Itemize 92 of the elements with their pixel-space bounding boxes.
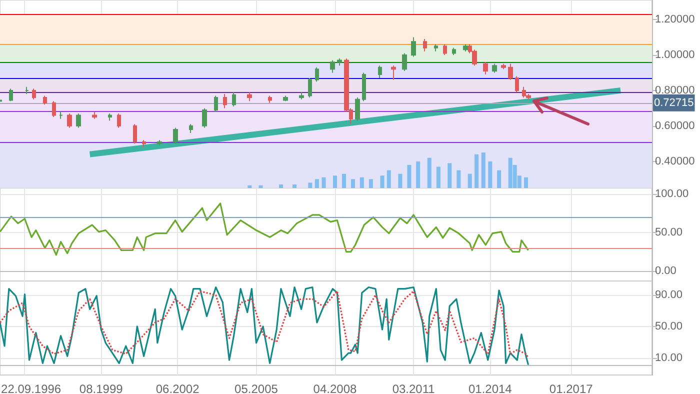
bar: [248, 185, 252, 188]
bar: [524, 177, 528, 188]
candlestick: [59, 111, 63, 120]
candlestick: [391, 65, 396, 80]
candlestick: [330, 60, 335, 74]
candlestick: [43, 95, 47, 106]
candlestick: [133, 124, 137, 144]
bar: [474, 154, 479, 188]
y-tick-label: 0.40000: [655, 155, 695, 168]
candlestick: [232, 92, 236, 107]
candlestick: [443, 44, 447, 56]
y-tick-label: 1.00000: [655, 48, 695, 61]
candlestick: [411, 36, 416, 58]
x-tick-label: 08.1999: [79, 382, 124, 394]
candlestick: [189, 124, 193, 134]
candlestick: [283, 95, 288, 102]
candlestick: [142, 140, 146, 148]
candlestick: [223, 94, 227, 109]
bar: [350, 179, 355, 188]
y-tick-label: 100.00: [655, 188, 689, 200]
candlestick: [25, 86, 29, 94]
bar: [407, 164, 412, 188]
candlestick: [337, 58, 342, 66]
bar: [342, 174, 346, 188]
candlestick: [214, 95, 218, 112]
x-tick-label: 04.2008: [313, 382, 357, 394]
y-tick-label: 0.80000: [655, 84, 695, 96]
x-tick-label: 06.2002: [156, 382, 200, 394]
bar: [380, 176, 384, 188]
candlestick: [402, 52, 407, 72]
bar: [258, 185, 263, 188]
candlestick: [362, 72, 366, 102]
y-tick-label: 0.60000: [655, 120, 695, 132]
candlestick: [247, 92, 252, 102]
bar: [488, 161, 492, 188]
candlestick: [423, 38, 427, 52]
candlestick: [378, 65, 382, 79]
y-tick-label: 10.00: [655, 352, 683, 364]
bar: [360, 177, 364, 188]
candlestick: [173, 127, 178, 144]
bar: [436, 166, 440, 188]
bar: [481, 152, 486, 188]
bar: [314, 179, 319, 188]
ref-line-label: 0.72715: [654, 96, 694, 109]
bar: [386, 170, 391, 188]
bar: [368, 179, 373, 188]
candlestick: [463, 44, 468, 52]
candlestick: [508, 63, 513, 80]
candlestick: [492, 63, 497, 74]
candlestick: [157, 140, 162, 146]
bar: [278, 184, 283, 188]
bar: [292, 184, 296, 188]
candlestick: [32, 88, 36, 100]
x-tick-label: 01.2017: [549, 382, 594, 394]
candlestick: [117, 113, 121, 128]
y-tick-label: 0.00: [655, 265, 676, 278]
y-tick-label: 1.20000: [655, 14, 695, 26]
candlestick: [515, 76, 519, 93]
bar: [416, 161, 420, 188]
candlestick: [452, 47, 456, 56]
y-tick-label: 50.00: [655, 320, 683, 332]
x-tick-label: 05.2005: [234, 382, 278, 394]
candlestick: [9, 88, 13, 102]
bar: [398, 174, 402, 188]
candlestick: [268, 95, 272, 104]
candlestick: [52, 100, 56, 118]
bar: [497, 170, 502, 188]
candlestick: [92, 111, 97, 120]
candlestick: [483, 62, 488, 75]
bar: [456, 170, 461, 188]
x-tick-label: 03.2011: [392, 382, 436, 394]
y-tick-label: 90.00: [655, 289, 683, 302]
candlestick: [299, 92, 304, 100]
candlestick: [67, 113, 72, 128]
candlestick: [108, 113, 112, 122]
candlestick: [501, 63, 506, 70]
candlestick: [76, 113, 81, 128]
line-series: [0, 202, 530, 256]
candlestick: [315, 66, 319, 82]
candlestick: [355, 97, 360, 122]
bar: [448, 163, 452, 188]
candlestick: [308, 78, 312, 98]
x-tick-label: 01.2014: [468, 382, 512, 394]
x-tick-label: 22.09.1996: [1, 382, 62, 394]
bar: [308, 182, 312, 188]
candlestick: [434, 44, 438, 52]
bar: [427, 158, 432, 188]
y-tick-label: 50.00: [655, 226, 683, 239]
bar: [468, 174, 472, 188]
candlestick: [202, 108, 207, 128]
bar: [322, 177, 326, 188]
bar: [332, 176, 337, 188]
